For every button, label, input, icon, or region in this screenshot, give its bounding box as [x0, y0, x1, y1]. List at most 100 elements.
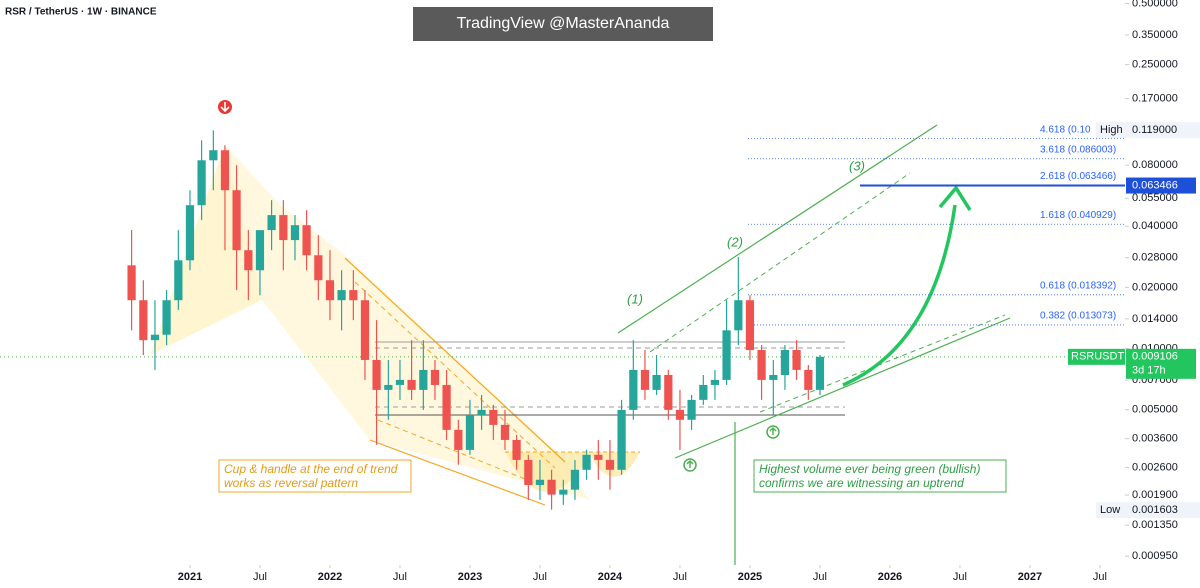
candle-body [139, 300, 148, 341]
fib-axis-label: 0.063466 [1132, 179, 1178, 191]
candle-body [699, 384, 708, 400]
candle-body [734, 300, 743, 331]
y-tick-label: 0.500000 [1132, 0, 1178, 9]
y-tick-label: 0.055000 [1132, 192, 1178, 204]
wave-label: (1) [627, 291, 643, 306]
price-marker-value: 0.001603 [1132, 504, 1178, 516]
current-price-label: 0.009106 [1132, 351, 1178, 363]
candle-body [314, 255, 323, 281]
watermark: TradingView @MasterAnanda [457, 15, 670, 32]
trend-line [369, 439, 546, 506]
trend-line [344, 257, 566, 463]
y-tick-label: 0.001900 [1132, 489, 1178, 501]
channel-line [674, 317, 1011, 459]
candle-body [559, 489, 568, 495]
sell-icon [220, 102, 230, 113]
candle-body [792, 349, 801, 370]
x-tick-label: Jul [393, 571, 407, 583]
fib-label: 4.618 (0.10 [1040, 124, 1091, 135]
x-tick-label: Jul [813, 571, 827, 583]
candle-body [174, 260, 183, 301]
wave-label: (2) [727, 234, 743, 249]
wave-label: (3) [849, 158, 865, 173]
candle-body [512, 439, 521, 460]
x-tick-label: Jul [673, 571, 687, 583]
overlay: RSR / TetherUS · 1W · BINANCE TradingVie… [5, 7, 980, 491]
candle-body [384, 384, 393, 390]
price-marker-box [1096, 502, 1200, 519]
annotation-box [753, 459, 1007, 493]
y-tick-label: 0.002600 [1132, 461, 1178, 473]
price-marker-label: High [1100, 124, 1123, 136]
fib-label: 2.618 (0.063466) [1040, 171, 1116, 182]
annotation-text: Highest volume ever being green (bullish… [759, 462, 980, 476]
x-tick-label: Jul [1093, 571, 1107, 583]
channel-line [649, 172, 911, 353]
candle-body [489, 409, 498, 425]
buy-icon [686, 460, 694, 468]
x-tick-label: 2023 [458, 571, 482, 583]
candle-body [267, 215, 276, 231]
candle-body [185, 205, 195, 261]
candle-body [710, 379, 720, 385]
fib-label: 0.382 (0.013073) [1040, 311, 1116, 322]
candle-body [244, 250, 253, 271]
x-tick-label: 2027 [1018, 571, 1042, 583]
candle-body [209, 150, 218, 161]
fib-axis-box [1126, 177, 1196, 194]
candle-body [524, 459, 533, 485]
trend-line [354, 281, 556, 469]
y-tick-label: 0.014000 [1132, 313, 1178, 325]
x-tick-label: 2024 [598, 571, 623, 583]
x-tick-label: 2025 [738, 571, 762, 583]
annotation-text: Cup & handle at the end of trend [224, 462, 398, 476]
axes: 0.500000 0.350000 0.250000 0.170000 0.080000… [178, 0, 1200, 583]
candle-body [594, 454, 603, 460]
channel-line [617, 124, 938, 334]
y-tick-label: 0.080000 [1132, 159, 1178, 171]
y-tick-label: 0.250000 [1132, 59, 1178, 71]
time-axis [0, 565, 1125, 588]
candle-body [430, 369, 440, 385]
candle-body [337, 290, 346, 301]
annotation-text: works as reversal pattern [224, 476, 358, 490]
candle-body [372, 359, 381, 390]
candle-body [395, 379, 405, 385]
candle-body [722, 330, 731, 380]
candle-body [465, 414, 475, 450]
y-tick-label: 0.040000 [1132, 220, 1178, 232]
price-marker-label: Low [1100, 504, 1120, 516]
candle-body [757, 349, 766, 380]
fib-label: 3.618 (0.086003) [1040, 144, 1116, 155]
candle-body [547, 479, 556, 495]
pattern-fill [225, 145, 590, 500]
candle-body [407, 379, 416, 390]
candle-body [640, 369, 650, 390]
arrow-head [938, 185, 972, 211]
symbol-box [1068, 348, 1125, 365]
candle-body [279, 215, 288, 241]
candle-body [804, 369, 813, 390]
annotation-text: confirms we are witnessing an uptrend [759, 476, 964, 490]
candle-body [150, 334, 160, 341]
candle-body [745, 300, 755, 350]
candle-body [780, 349, 790, 376]
candle-body [477, 409, 486, 415]
price-axis [1125, 0, 1200, 588]
projection-arrow [842, 204, 957, 387]
y-tick-label: 0.350000 [1132, 29, 1178, 41]
y-tick-label: 0.020000 [1132, 281, 1178, 293]
price-marker-value: 0.119000 [1132, 124, 1177, 136]
x-tick-label: 2026 [878, 571, 902, 583]
x-tick-label: Jul [953, 571, 967, 583]
candle-body [652, 375, 661, 390]
candle-body [360, 300, 370, 360]
y-tick-label: 0.170000 [1132, 93, 1178, 105]
watermark-box [413, 7, 713, 41]
countdown-label: 3d 17h [1132, 365, 1166, 377]
annotation-box [218, 459, 412, 493]
buy-icon [769, 427, 777, 435]
candle-body [419, 369, 428, 390]
y-tick-label: 0.001350 [1132, 519, 1178, 531]
